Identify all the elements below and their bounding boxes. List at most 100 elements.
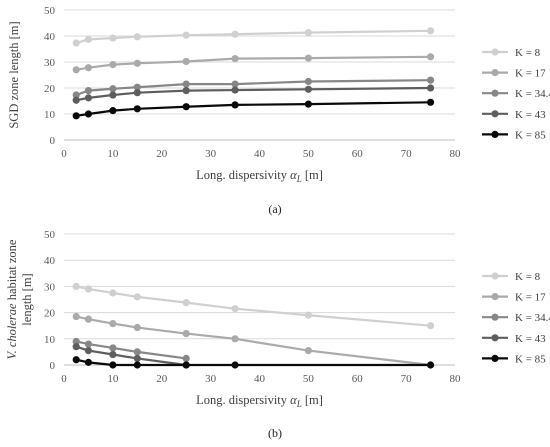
x-axis-title-text: Long. dispersivity	[196, 168, 290, 182]
series-line	[75, 340, 187, 360]
x-tick-label: 10	[107, 373, 119, 385]
y-tick-label: 30	[44, 57, 56, 69]
data-point	[84, 110, 93, 118]
x-axis-title-unit: [m]	[302, 393, 323, 407]
data-point	[426, 84, 435, 92]
data-point	[426, 76, 435, 84]
x-tick-label: 0	[61, 148, 67, 160]
x-tick-label: 70	[401, 373, 413, 385]
data-point	[109, 107, 117, 115]
data-point	[426, 361, 435, 369]
data-point	[231, 335, 239, 343]
y-tick-label: 20	[44, 83, 56, 95]
legend-marker	[491, 313, 499, 321]
x-tick-label: 10	[107, 148, 119, 160]
data-point	[109, 344, 117, 352]
data-point	[109, 361, 117, 369]
data-point	[231, 101, 239, 109]
legend-label: K = 43	[515, 109, 546, 121]
data-point	[231, 55, 239, 63]
series-line	[75, 285, 431, 327]
data-point	[231, 305, 239, 313]
y-tick-label: 20	[44, 308, 56, 320]
data-point	[72, 91, 80, 99]
data-point	[72, 356, 80, 364]
data-point	[84, 340, 93, 348]
data-point	[133, 354, 141, 363]
data-point	[133, 59, 141, 67]
series-line	[76, 101, 431, 117]
x-axis-title-subscript: L	[296, 174, 302, 184]
x-tick-label: 20	[156, 373, 168, 385]
data-point	[182, 87, 190, 95]
data-point	[109, 320, 117, 328]
series-line	[75, 358, 431, 367]
data-point	[182, 299, 190, 307]
x-axis-title-symbol: α	[290, 393, 297, 407]
legend-marker	[491, 334, 499, 342]
x-tick-label: 80	[450, 373, 462, 385]
x-tick-label: 60	[352, 373, 364, 385]
data-point	[133, 293, 141, 301]
data-point	[304, 85, 312, 93]
data-point	[133, 89, 141, 97]
panel-label: (b)	[268, 426, 282, 440]
data-point	[231, 30, 239, 38]
y-tick-label: 10	[44, 334, 56, 346]
legend-marker	[491, 272, 499, 280]
chart-panel-1: 0 10 20 30 40 50 0 10 20 30 40 50 60 70 80 Long. disper…	[5, 229, 550, 440]
y-axis-title-line2: length [m]	[20, 273, 34, 325]
x-tick-label: 0	[61, 373, 67, 385]
legend-marker	[491, 293, 499, 301]
data-point	[133, 83, 141, 91]
data-point	[304, 54, 312, 62]
data-point	[84, 285, 93, 293]
data-point	[72, 337, 80, 346]
x-tick-label: 50	[303, 373, 315, 385]
x-tick-label: 70	[401, 148, 413, 160]
series-4	[72, 356, 435, 369]
x-tick-label: 30	[205, 148, 217, 160]
series-3	[72, 84, 435, 104]
x-tick-label: 30	[205, 373, 217, 385]
series-2	[72, 76, 435, 99]
y-axis-title-species: V. cholerae	[5, 303, 19, 359]
x-tick-label: 40	[254, 148, 266, 160]
y-axis-title-text: habitat zone	[5, 239, 19, 303]
legend-label: K = 17	[515, 68, 546, 80]
legend-marker	[491, 48, 499, 56]
legend-marker	[491, 130, 499, 138]
data-point	[84, 64, 93, 72]
data-point	[182, 361, 190, 369]
series-4	[72, 98, 435, 120]
data-point	[182, 57, 190, 66]
series-1	[72, 312, 435, 369]
data-point	[72, 312, 80, 321]
x-tick-label: 80	[450, 148, 462, 160]
data-point	[182, 31, 190, 39]
data-point	[84, 87, 93, 95]
legend-label: K = 85	[515, 353, 546, 365]
data-point	[133, 348, 141, 356]
data-point	[182, 354, 190, 363]
x-axis-title-text: Long. dispersivity	[196, 393, 290, 407]
data-point	[182, 329, 190, 338]
x-axis-title: Long. dispersivity αL [m]	[196, 393, 323, 409]
data-point	[72, 66, 80, 74]
y-tick-label: 40	[44, 31, 56, 43]
legend-label: K = 34.4	[515, 312, 550, 324]
legend-marker	[491, 89, 499, 97]
y-tick-label: 30	[44, 281, 56, 293]
data-point	[109, 61, 117, 69]
series-line	[76, 86, 431, 102]
data-point	[182, 103, 190, 111]
series-2	[72, 337, 190, 363]
data-point	[84, 315, 93, 323]
data-point	[304, 311, 312, 319]
legend-label: K = 43	[515, 333, 546, 345]
y-tick-label: 50	[44, 229, 56, 241]
series-line	[76, 55, 431, 71]
x-tick-label: 40	[254, 373, 266, 385]
data-point	[231, 361, 239, 369]
data-point	[72, 343, 80, 351]
